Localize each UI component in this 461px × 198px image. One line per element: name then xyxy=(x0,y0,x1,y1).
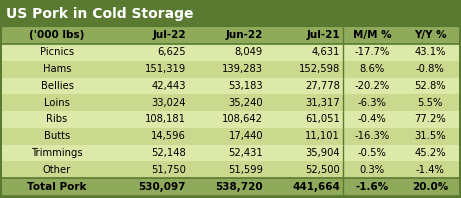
Text: Picnics: Picnics xyxy=(40,47,74,57)
Text: Butts: Butts xyxy=(44,131,70,141)
Text: M/M %: M/M % xyxy=(353,30,391,40)
Text: 5.5%: 5.5% xyxy=(417,98,443,108)
Text: 52,148: 52,148 xyxy=(151,148,186,158)
Text: 14,596: 14,596 xyxy=(151,131,186,141)
Text: 538,720: 538,720 xyxy=(215,182,263,192)
Text: 61,051: 61,051 xyxy=(305,114,340,124)
Text: 52.8%: 52.8% xyxy=(414,81,446,91)
Text: 52,500: 52,500 xyxy=(305,165,340,175)
Text: 35,904: 35,904 xyxy=(305,148,340,158)
Bar xyxy=(2,2,459,26)
Text: -16.3%: -16.3% xyxy=(355,131,390,141)
Bar xyxy=(2,77,459,94)
Text: 108,642: 108,642 xyxy=(222,114,263,124)
Text: 31.5%: 31.5% xyxy=(414,131,446,141)
Bar xyxy=(2,44,459,61)
Text: 152,598: 152,598 xyxy=(299,64,340,74)
Text: 77.2%: 77.2% xyxy=(414,114,446,124)
Text: 139,283: 139,283 xyxy=(222,64,263,74)
Text: Jul-22: Jul-22 xyxy=(153,30,186,40)
Text: 45.2%: 45.2% xyxy=(414,148,446,158)
Bar xyxy=(2,161,459,178)
Text: Trimmings: Trimmings xyxy=(31,148,83,158)
Text: -0.8%: -0.8% xyxy=(416,64,444,74)
Text: US Pork in Cold Storage: US Pork in Cold Storage xyxy=(6,7,194,21)
Text: 530,097: 530,097 xyxy=(138,182,186,192)
Text: -0.4%: -0.4% xyxy=(358,114,386,124)
Bar xyxy=(2,111,459,128)
Text: 43.1%: 43.1% xyxy=(414,47,446,57)
Bar xyxy=(2,94,459,111)
Text: 17,440: 17,440 xyxy=(228,131,263,141)
Text: ('000 lbs): ('000 lbs) xyxy=(30,30,85,40)
Text: 0.3%: 0.3% xyxy=(360,165,384,175)
Text: Loins: Loins xyxy=(44,98,70,108)
Text: Bellies: Bellies xyxy=(41,81,73,91)
Text: 108,181: 108,181 xyxy=(145,114,186,124)
Bar xyxy=(2,178,459,196)
Bar xyxy=(2,128,459,145)
Text: 42,443: 42,443 xyxy=(152,81,186,91)
Text: Total Pork: Total Pork xyxy=(27,182,87,192)
Text: -1.4%: -1.4% xyxy=(415,165,444,175)
Text: -1.6%: -1.6% xyxy=(355,182,389,192)
Text: 8,049: 8,049 xyxy=(235,47,263,57)
Text: 20.0%: 20.0% xyxy=(412,182,448,192)
Text: 11,101: 11,101 xyxy=(305,131,340,141)
Text: -17.7%: -17.7% xyxy=(355,47,390,57)
Text: -20.2%: -20.2% xyxy=(355,81,390,91)
Text: Y/Y %: Y/Y % xyxy=(414,30,446,40)
Bar xyxy=(2,145,459,161)
Text: 6,625: 6,625 xyxy=(157,47,186,57)
Text: 52,431: 52,431 xyxy=(228,148,263,158)
Bar xyxy=(2,26,459,44)
Bar xyxy=(2,61,459,77)
Text: 33,024: 33,024 xyxy=(152,98,186,108)
Text: 53,183: 53,183 xyxy=(228,81,263,91)
Text: 51,599: 51,599 xyxy=(228,165,263,175)
Text: Other: Other xyxy=(43,165,71,175)
Text: 35,240: 35,240 xyxy=(228,98,263,108)
Text: Jun-22: Jun-22 xyxy=(225,30,263,40)
Text: 27,778: 27,778 xyxy=(305,81,340,91)
Text: Hams: Hams xyxy=(43,64,71,74)
Text: Ribs: Ribs xyxy=(47,114,68,124)
Text: Jul-21: Jul-21 xyxy=(307,30,340,40)
Text: 8.6%: 8.6% xyxy=(360,64,384,74)
Text: 151,319: 151,319 xyxy=(145,64,186,74)
Text: 441,664: 441,664 xyxy=(292,182,340,192)
Text: -6.3%: -6.3% xyxy=(358,98,386,108)
Text: 31,317: 31,317 xyxy=(305,98,340,108)
Text: -0.5%: -0.5% xyxy=(358,148,386,158)
Text: 4,631: 4,631 xyxy=(312,47,340,57)
Text: 51,750: 51,750 xyxy=(151,165,186,175)
